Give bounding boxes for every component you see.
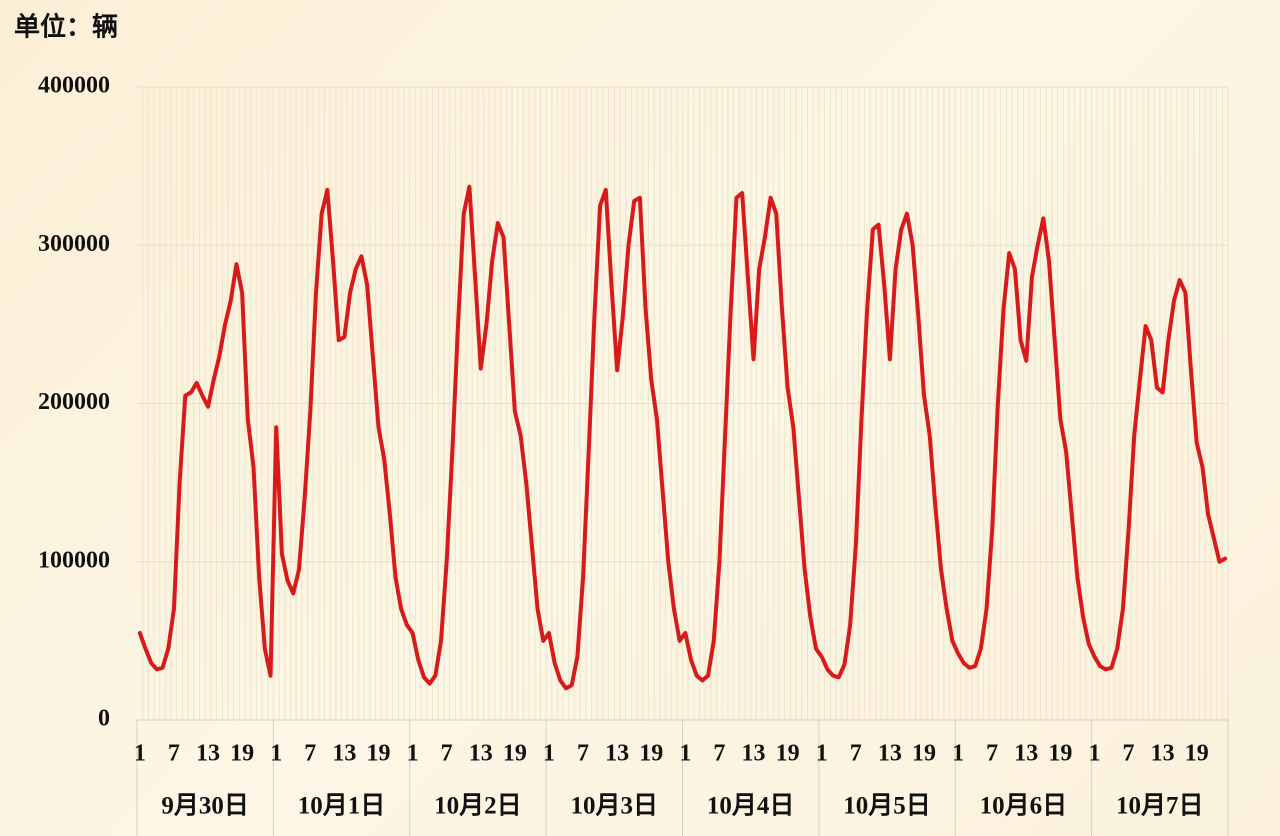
group-label: 10月7日 bbox=[1116, 793, 1204, 820]
x-tick-label: 19 bbox=[1048, 741, 1072, 767]
x-tick-label: 19 bbox=[1185, 741, 1209, 767]
x-tick-label: 1 bbox=[407, 741, 419, 767]
x-tick-label: 13 bbox=[742, 741, 766, 767]
group-label: 10月3日 bbox=[571, 793, 659, 820]
x-tick-label: 1 bbox=[952, 741, 964, 767]
x-tick-label: 13 bbox=[469, 741, 493, 767]
x-tick-label: 1 bbox=[679, 741, 691, 767]
x-tick-label: 7 bbox=[304, 741, 316, 767]
x-tick-label: 1 bbox=[270, 741, 282, 767]
group-label: 10月2日 bbox=[434, 793, 522, 820]
y-tick-label: 200000 bbox=[38, 389, 110, 415]
y-tick-label: 0 bbox=[98, 706, 110, 732]
group-label: 10月1日 bbox=[298, 793, 386, 820]
x-tick-label: 7 bbox=[986, 741, 998, 767]
x-tick-label: 7 bbox=[713, 741, 725, 767]
x-tick-label: 19 bbox=[639, 741, 663, 767]
unit-label: 单位：辆 bbox=[14, 12, 118, 43]
x-tick-label: 1 bbox=[816, 741, 828, 767]
y-tick-label: 100000 bbox=[38, 547, 110, 573]
group-label: 9月30日 bbox=[161, 793, 249, 820]
x-tick-label: 13 bbox=[605, 741, 629, 767]
group-label: 10月5日 bbox=[843, 793, 931, 820]
x-tick-label: 19 bbox=[912, 741, 936, 767]
x-tick-label: 1 bbox=[134, 741, 146, 767]
x-tick-label: 7 bbox=[168, 741, 180, 767]
line-series bbox=[137, 184, 1228, 691]
group-label: 10月4日 bbox=[707, 793, 795, 820]
x-tick-label: 7 bbox=[441, 741, 453, 767]
x-tick-label: 13 bbox=[332, 741, 356, 767]
x-tick-label: 1 bbox=[543, 741, 555, 767]
x-tick-label: 7 bbox=[577, 741, 589, 767]
x-tick-label: 19 bbox=[230, 741, 254, 767]
x-tick-label: 7 bbox=[1123, 741, 1135, 767]
x-tick-label: 7 bbox=[850, 741, 862, 767]
x-tick-label: 13 bbox=[196, 741, 220, 767]
x-tick-label: 19 bbox=[366, 741, 390, 767]
x-tick-label: 13 bbox=[1151, 741, 1175, 767]
x-tick-label: 1 bbox=[1088, 741, 1100, 767]
x-tick-label: 13 bbox=[878, 741, 902, 767]
x-tick-label: 13 bbox=[1014, 741, 1038, 767]
group-label: 10月6日 bbox=[980, 793, 1068, 820]
x-tick-label: 19 bbox=[776, 741, 800, 767]
y-tick-label: 300000 bbox=[38, 231, 110, 257]
y-tick-label: 400000 bbox=[38, 73, 110, 99]
x-tick-label: 19 bbox=[503, 741, 527, 767]
